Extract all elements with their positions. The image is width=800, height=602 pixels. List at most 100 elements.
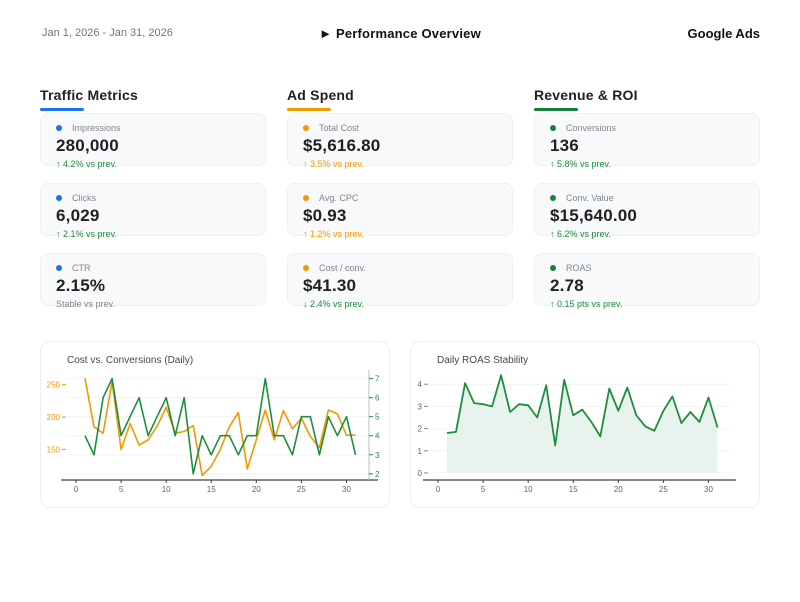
metric-value: 6,029 bbox=[56, 206, 100, 225]
svg-text:0: 0 bbox=[418, 469, 423, 478]
revenue-roi-column: Revenue & ROI Conversions 136 ↑ 5.8% vs … bbox=[534, 87, 760, 309]
metric-card-conv-value: Conv. Value $15,640.00 ↑ 6.2% vs prev. bbox=[534, 183, 760, 239]
metric-delta: ↑ 3.5% vs prev. bbox=[303, 159, 364, 169]
metric-value: $5,616.80 bbox=[303, 136, 381, 155]
metric-value: 136 bbox=[550, 136, 579, 155]
metric-delta: Stable vs prev. bbox=[56, 299, 115, 309]
metric-label: CTR bbox=[72, 262, 91, 273]
metric-dot-icon bbox=[550, 124, 556, 131]
metric-card-avg-cpc: Avg. CPC $0.93 ↑ 1.2% vs prev. bbox=[287, 183, 513, 239]
metric-delta: ↓ 2.4% vs prev. bbox=[303, 299, 364, 309]
svg-text:10: 10 bbox=[162, 485, 171, 494]
metric-label: Conversions bbox=[566, 122, 617, 133]
metric-card-clicks: Clicks 6,029 ↑ 2.1% vs prev. bbox=[40, 183, 266, 239]
roas-stability-chart-card: 0 5 10 15 20 25 30 0 1 2 3 4 Daily ROAS Stability bbox=[410, 341, 760, 508]
metric-card-roas: ROAS 2.78 ↑ 0.15 pts vs prev. bbox=[534, 253, 760, 309]
metric-delta: ↑ 5.8% vs prev. bbox=[550, 159, 611, 169]
metric-card-impressions: Impressions 280,000 ↑ 4.2% vs prev. bbox=[40, 113, 266, 169]
metric-delta: ↑ 1.2% vs prev. bbox=[303, 229, 364, 239]
svg-text:5: 5 bbox=[375, 413, 380, 422]
svg-text:30: 30 bbox=[342, 485, 351, 494]
metric-delta: ↑ 0.15 pts vs prev. bbox=[550, 299, 623, 309]
svg-text:200: 200 bbox=[47, 413, 61, 422]
cost-conversions-chart-card: 0 5 10 15 20 25 30 150 200 250 2 3 4 5 6 7 Cost vs. Con… bbox=[40, 341, 390, 508]
metric-dot-icon bbox=[550, 264, 556, 271]
metric-dot-icon bbox=[303, 264, 309, 271]
svg-text:30: 30 bbox=[704, 485, 713, 494]
metric-dot-icon bbox=[56, 194, 62, 201]
chart-title: Daily ROAS Stability bbox=[437, 355, 529, 366]
svg-text:6: 6 bbox=[375, 394, 380, 403]
column-accent-bar bbox=[287, 108, 331, 111]
metric-label: Cost / conv. bbox=[319, 262, 366, 273]
metric-label: Clicks bbox=[72, 192, 96, 203]
metric-delta: ↑ 4.2% vs prev. bbox=[56, 159, 117, 169]
page-title: ► Performance Overview bbox=[319, 26, 481, 41]
metric-label: Conv. Value bbox=[566, 192, 614, 203]
svg-text:5: 5 bbox=[119, 485, 124, 494]
chart-title: Cost vs. Conversions (Daily) bbox=[67, 355, 194, 366]
svg-text:25: 25 bbox=[659, 485, 668, 494]
svg-text:0: 0 bbox=[74, 485, 79, 494]
metric-label: Impressions bbox=[72, 122, 121, 133]
metric-card-header: Total Cost bbox=[303, 121, 498, 134]
metric-card-header: Conversions bbox=[550, 121, 745, 134]
date-range: Jan 1, 2026 - Jan 31, 2026 bbox=[42, 27, 173, 39]
account-label: Google Ads bbox=[687, 26, 760, 41]
metric-value: 280,000 bbox=[56, 136, 119, 155]
ad-spend-column: Ad Spend Total Cost $5,616.80 ↑ 3.5% vs … bbox=[287, 87, 513, 309]
metric-card-total-cost: Total Cost $5,616.80 ↑ 3.5% vs prev. bbox=[287, 113, 513, 169]
cost-conversions-chart-canvas: 0 5 10 15 20 25 30 150 200 250 2 3 4 5 6 7 bbox=[47, 370, 380, 494]
svg-text:3: 3 bbox=[375, 451, 380, 460]
svg-text:20: 20 bbox=[614, 485, 623, 494]
svg-text:150: 150 bbox=[47, 445, 61, 454]
column-accent-bar bbox=[40, 108, 84, 111]
column-title: Revenue & ROI bbox=[534, 87, 638, 103]
metric-card-conversions: Conversions 136 ↑ 5.8% vs prev. bbox=[534, 113, 760, 169]
metric-dot-icon bbox=[303, 124, 309, 131]
metric-delta: ↑ 6.2% vs prev. bbox=[550, 229, 611, 239]
svg-text:25: 25 bbox=[297, 485, 306, 494]
metric-label: ROAS bbox=[566, 262, 592, 273]
metric-dot-icon bbox=[56, 264, 62, 271]
svg-text:15: 15 bbox=[569, 485, 578, 494]
metric-dot-icon bbox=[550, 194, 556, 201]
metric-card-header: Clicks bbox=[56, 191, 251, 204]
column-title: Ad Spend bbox=[287, 87, 354, 103]
metric-card-cost-per-conv: Cost / conv. $41.30 ↓ 2.4% vs prev. bbox=[287, 253, 513, 309]
svg-text:20: 20 bbox=[252, 485, 261, 494]
metric-card-ctr: CTR 2.15% Stable vs prev. bbox=[40, 253, 266, 309]
metric-value: $0.93 bbox=[303, 206, 347, 225]
svg-text:1: 1 bbox=[418, 447, 423, 456]
svg-text:15: 15 bbox=[207, 485, 216, 494]
svg-text:2: 2 bbox=[375, 470, 380, 479]
metric-card-header: ROAS bbox=[550, 261, 745, 274]
svg-text:3: 3 bbox=[418, 402, 423, 411]
svg-text:4: 4 bbox=[375, 432, 380, 441]
svg-text:5: 5 bbox=[481, 485, 486, 494]
svg-text:250: 250 bbox=[47, 381, 61, 390]
column-title: Traffic Metrics bbox=[40, 87, 138, 103]
metric-card-header: Cost / conv. bbox=[303, 261, 498, 274]
metric-dot-icon bbox=[303, 194, 309, 201]
metric-card-header: CTR bbox=[56, 261, 251, 274]
svg-text:2: 2 bbox=[418, 425, 423, 434]
metric-label: Total Cost bbox=[319, 122, 360, 133]
svg-text:10: 10 bbox=[524, 485, 533, 494]
metric-value: $15,640.00 bbox=[550, 206, 638, 225]
svg-text:7: 7 bbox=[375, 375, 380, 384]
column-accent-bar bbox=[534, 108, 578, 111]
metric-card-header: Impressions bbox=[56, 121, 251, 134]
metric-value: 2.15% bbox=[56, 276, 106, 295]
metric-card-header: Avg. CPC bbox=[303, 191, 498, 204]
traffic-metrics-column: Traffic Metrics Impressions 280,000 ↑ 4.… bbox=[40, 87, 266, 309]
svg-text:4: 4 bbox=[418, 380, 423, 389]
roas-stability-chart-canvas: 0 5 10 15 20 25 30 0 1 2 3 4 bbox=[418, 374, 736, 494]
metric-card-header: Conv. Value bbox=[550, 191, 745, 204]
metric-value: $41.30 bbox=[303, 276, 357, 295]
metric-dot-icon bbox=[56, 124, 62, 131]
svg-text:0: 0 bbox=[436, 485, 441, 494]
metric-label: Avg. CPC bbox=[319, 192, 359, 203]
metric-value: 2.78 bbox=[550, 276, 584, 295]
